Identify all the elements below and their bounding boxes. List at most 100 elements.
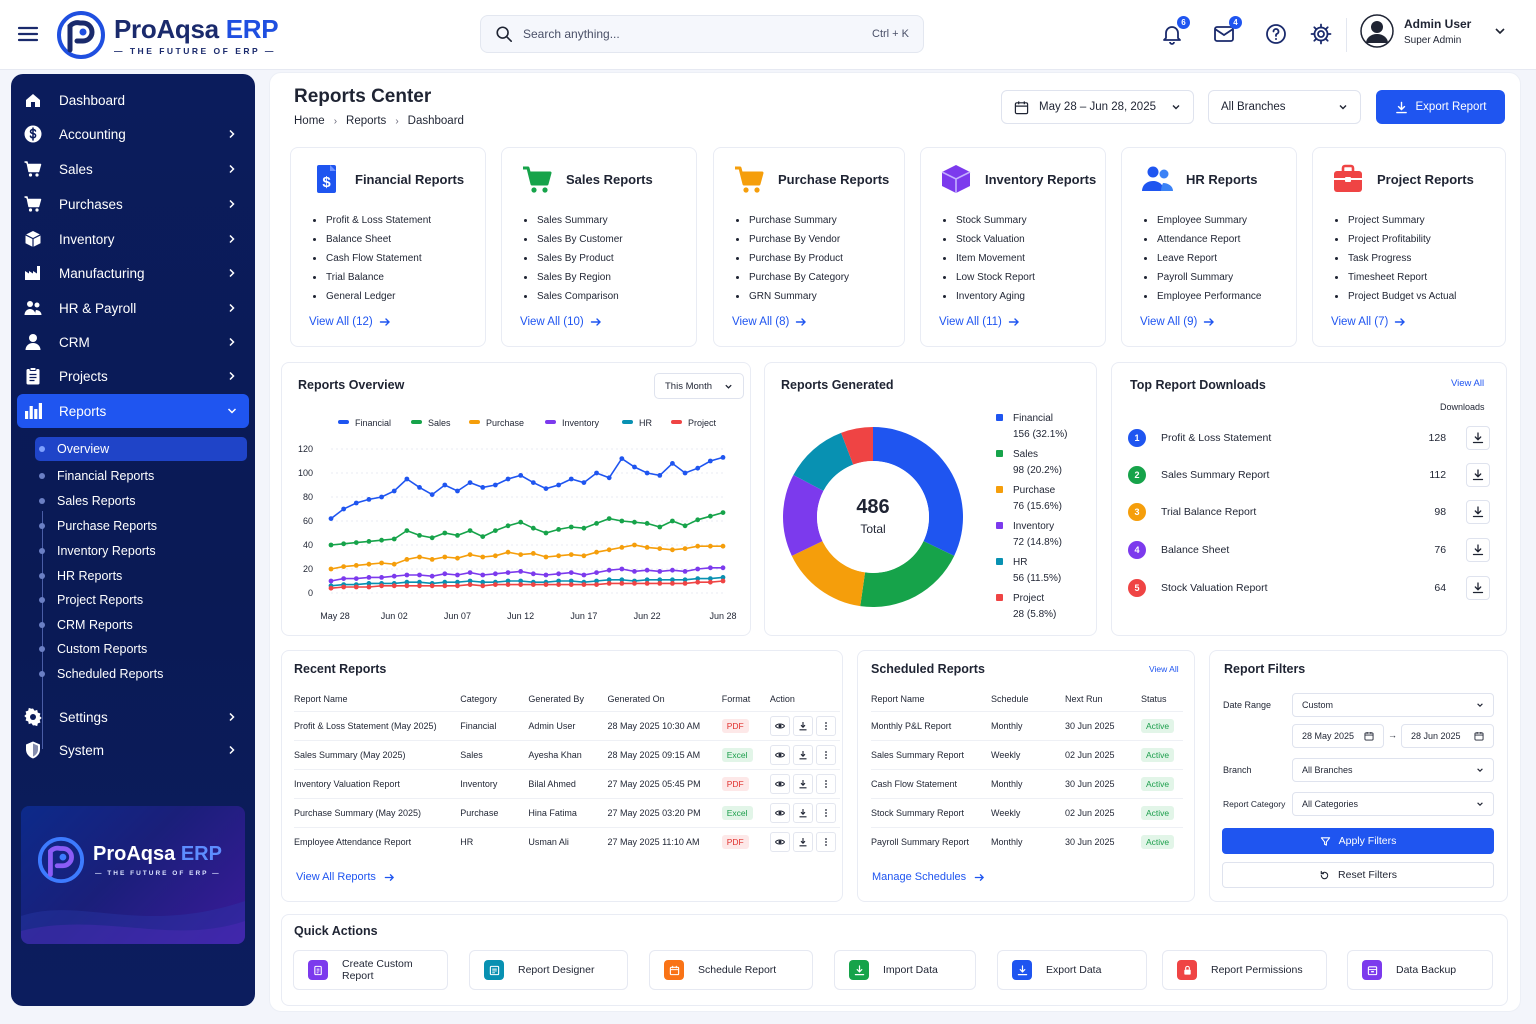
- report-link[interactable]: Inventory Aging: [943, 287, 1035, 306]
- submenu-item-purchase-reports[interactable]: Purchase Reports: [35, 514, 247, 538]
- view-button[interactable]: [769, 773, 790, 794]
- sidebar-item-dashboard[interactable]: Dashboard: [17, 84, 249, 116]
- table-cell[interactable]: Inventory Valuation Report: [294, 768, 461, 798]
- report-link[interactable]: Timesheet Report: [1335, 268, 1456, 287]
- report-link[interactable]: Sales Comparison: [524, 287, 623, 306]
- top-downloads-view-all-link[interactable]: View All: [1451, 378, 1485, 389]
- submenu-item-financial-reports[interactable]: Financial Reports: [35, 464, 247, 488]
- sidebar-item-sales[interactable]: Sales: [17, 153, 249, 185]
- report-link[interactable]: Employee Summary: [1144, 211, 1262, 230]
- report-link[interactable]: Project Budget vs Actual: [1335, 287, 1456, 306]
- report-link[interactable]: Purchase By Vendor: [736, 230, 849, 249]
- view-all-link[interactable]: View All (9): [1140, 316, 1215, 328]
- search-input[interactable]: [523, 27, 873, 41]
- app-logo[interactable]: ProAqsa ERP — THE FUTURE OF ERP —: [56, 10, 279, 60]
- period-select[interactable]: This Month: [654, 373, 744, 399]
- report-link[interactable]: Project Summary: [1335, 211, 1456, 230]
- report-name[interactable]: Profit & Loss Statement: [1160, 432, 1272, 444]
- report-link[interactable]: Task Progress: [1335, 249, 1456, 268]
- view-button[interactable]: [769, 744, 790, 765]
- more-options-button[interactable]: [815, 715, 836, 736]
- reset-filters-button[interactable]: Reset Filters: [1222, 862, 1494, 888]
- report-link[interactable]: Leave Report: [1144, 249, 1262, 268]
- report-link[interactable]: Trial Balance: [313, 268, 431, 287]
- report-link[interactable]: Sales Summary: [524, 211, 623, 230]
- quick-action-export-data[interactable]: Export Data: [997, 950, 1147, 990]
- view-all-link[interactable]: View All (12): [309, 316, 391, 328]
- download-button[interactable]: [1466, 576, 1490, 600]
- report-link[interactable]: Purchase By Category: [736, 268, 849, 287]
- quick-action-report-designer[interactable]: Report Designer: [469, 950, 628, 990]
- download-button[interactable]: [792, 773, 813, 794]
- report-link[interactable]: GRN Summary: [736, 287, 849, 306]
- more-options-button[interactable]: [815, 744, 836, 765]
- sidebar-item-purchases[interactable]: Purchases: [17, 188, 249, 220]
- report-link[interactable]: Profit & Loss Statement: [313, 211, 431, 230]
- help-question-icon[interactable]: [1264, 22, 1288, 46]
- report-link[interactable]: Purchase Summary: [736, 211, 849, 230]
- report-link[interactable]: Cash Flow Statement: [313, 249, 431, 268]
- export-report-button[interactable]: Export Report: [1376, 90, 1505, 124]
- quick-action-data-backup[interactable]: Data Backup: [1347, 950, 1493, 990]
- submenu-item-overview[interactable]: Overview: [35, 437, 247, 461]
- settings-gear-icon[interactable]: [1309, 22, 1333, 46]
- more-options-button[interactable]: [815, 831, 836, 852]
- view-all-link[interactable]: View All (11): [939, 316, 1020, 328]
- quick-action-schedule-report[interactable]: Schedule Report: [649, 950, 813, 990]
- sidebar-item-crm[interactable]: CRM: [17, 326, 249, 358]
- download-button[interactable]: [792, 744, 813, 765]
- messages-mail-icon[interactable]: 4: [1212, 16, 1242, 46]
- table-cell[interactable]: Monthly P&L Report: [871, 710, 991, 740]
- date-range-picker[interactable]: May 28 – Jun 28, 2025: [1001, 90, 1194, 124]
- report-link[interactable]: Low Stock Report: [943, 268, 1035, 287]
- view-all-link[interactable]: View All (8): [732, 316, 807, 328]
- notifications-bell-icon[interactable]: 6: [1160, 16, 1190, 46]
- report-name[interactable]: Balance Sheet: [1160, 544, 1230, 556]
- view-button[interactable]: [769, 715, 790, 736]
- breadcrumb-reports[interactable]: Reports: [346, 115, 387, 127]
- report-link[interactable]: General Ledger: [313, 287, 431, 306]
- submenu-item-scheduled-reports[interactable]: Scheduled Reports: [35, 662, 247, 686]
- report-link[interactable]: Stock Valuation: [943, 230, 1035, 249]
- table-cell[interactable]: Sales Summary Report: [871, 739, 991, 769]
- manage-schedules-link[interactable]: Manage Schedules: [872, 871, 985, 883]
- report-link[interactable]: Sales By Customer: [524, 230, 623, 249]
- table-cell[interactable]: Payroll Summary Report: [871, 826, 991, 856]
- more-options-button[interactable]: [815, 802, 836, 823]
- view-button[interactable]: [769, 831, 790, 852]
- report-link[interactable]: Purchase By Product: [736, 249, 849, 268]
- table-cell[interactable]: Employee Attendance Report: [294, 826, 461, 856]
- download-button[interactable]: [1466, 538, 1490, 562]
- report-name[interactable]: Sales Summary Report: [1160, 469, 1270, 481]
- view-all-reports-link[interactable]: View All Reports: [296, 871, 395, 883]
- date-from-input[interactable]: 28 May 2025: [1292, 724, 1384, 748]
- table-cell[interactable]: Stock Summary Report: [871, 797, 991, 827]
- quick-action-import-data[interactable]: Import Data: [834, 950, 976, 990]
- table-cell[interactable]: Sales Summary (May 2025): [294, 739, 461, 769]
- sidebar-item-reports[interactable]: Reports: [17, 394, 249, 428]
- scheduled-view-all-link[interactable]: View All: [1149, 664, 1179, 674]
- download-button[interactable]: [1466, 500, 1490, 524]
- report-category-select[interactable]: All Categories: [1292, 792, 1494, 816]
- more-options-button[interactable]: [815, 773, 836, 794]
- report-link[interactable]: Sales By Product: [524, 249, 623, 268]
- global-search[interactable]: Ctrl + K: [480, 15, 924, 53]
- sidebar-item-hr-payroll[interactable]: HR & Payroll: [17, 292, 249, 324]
- date-range-select[interactable]: Custom: [1292, 693, 1494, 717]
- download-button[interactable]: [792, 715, 813, 736]
- table-cell[interactable]: Cash Flow Statement: [871, 768, 991, 798]
- submenu-item-custom-reports[interactable]: Custom Reports: [35, 637, 247, 661]
- sidebar-item-system[interactable]: System: [17, 734, 249, 766]
- quick-action-create-custom-report[interactable]: Create Custom Report: [293, 950, 448, 990]
- report-name[interactable]: Trial Balance Report: [1160, 506, 1257, 518]
- filter-branch-select[interactable]: All Branches: [1292, 758, 1494, 782]
- view-all-link[interactable]: View All (7): [1331, 316, 1406, 328]
- user-menu[interactable]: Admin User Super Admin: [1360, 14, 1507, 48]
- download-button[interactable]: [1466, 426, 1490, 450]
- view-all-link[interactable]: View All (10): [520, 316, 602, 328]
- table-cell[interactable]: Profit & Loss Statement (May 2025): [294, 710, 461, 740]
- report-link[interactable]: Stock Summary: [943, 211, 1035, 230]
- hamburger-menu-icon[interactable]: [16, 22, 40, 46]
- submenu-item-project-reports[interactable]: Project Reports: [35, 588, 247, 612]
- quick-action-report-permissions[interactable]: Report Permissions: [1162, 950, 1327, 990]
